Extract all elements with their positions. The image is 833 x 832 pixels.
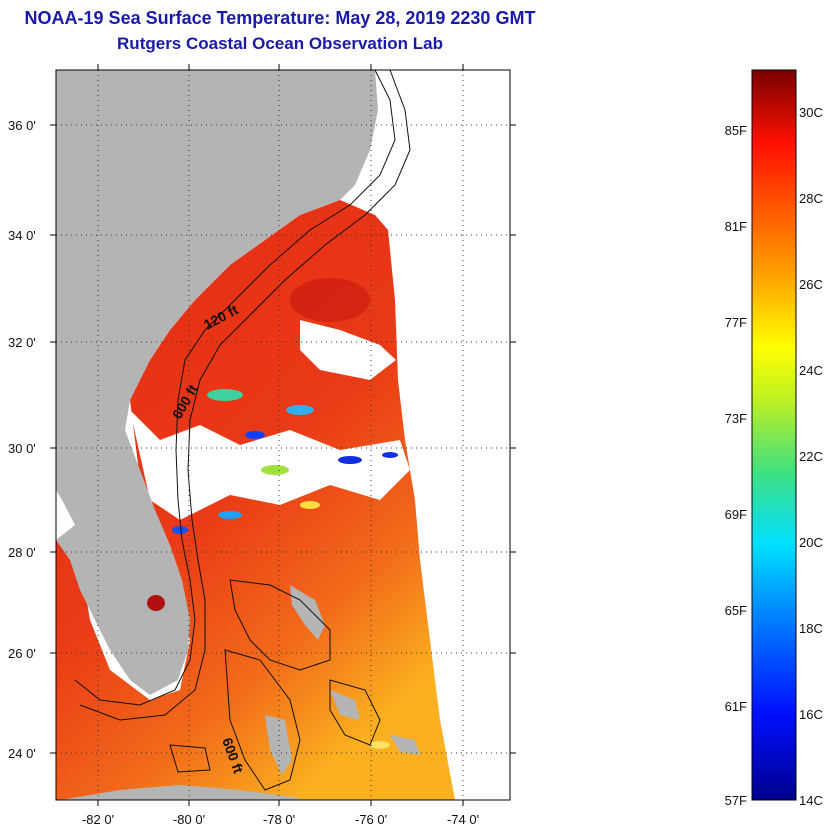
lon-label: -78 0' xyxy=(263,812,295,827)
lat-label: 26 0' xyxy=(8,646,36,661)
bathymetry-contours xyxy=(74,70,411,791)
cb-c-label: 26C xyxy=(799,277,823,292)
cb-c-label: 16C xyxy=(799,707,823,722)
cb-f-label: 73F xyxy=(725,411,747,426)
colorbar-fahrenheit-labels: 85F 81F 77F 73F 69F 65F 61F 57F xyxy=(725,123,747,808)
cb-c-label: 28C xyxy=(799,191,823,206)
land-mass xyxy=(56,70,378,695)
cb-f-label: 77F xyxy=(725,315,747,330)
gulf-nodata xyxy=(56,490,75,540)
lat-label: 32 0' xyxy=(8,335,36,350)
cloud-gap xyxy=(300,320,396,380)
graticule xyxy=(56,70,510,800)
cuba-coast xyxy=(60,785,300,800)
lon-label: -74 0' xyxy=(447,812,479,827)
lon-label: -76 0' xyxy=(355,812,387,827)
colorbar xyxy=(751,69,797,801)
cb-f-label: 85F xyxy=(725,123,747,138)
cb-f-label: 69F xyxy=(725,507,747,522)
cb-c-label: 14C xyxy=(799,793,823,808)
cb-c-label: 22C xyxy=(799,449,823,464)
map-title: NOAA-19 Sea Surface Temperature: May 28,… xyxy=(24,8,536,28)
lake-okeechobee xyxy=(147,595,165,611)
cb-c-label: 30C xyxy=(799,105,823,120)
longitude-labels: -82 0' -80 0' -78 0' -76 0' -74 0' xyxy=(82,812,479,827)
cb-f-label: 81F xyxy=(725,219,747,234)
cold-patches xyxy=(172,389,398,749)
cloud-gap xyxy=(130,410,410,520)
cb-c-label: 18C xyxy=(799,621,823,636)
cb-f-label: 65F xyxy=(725,603,747,618)
axis-ticks xyxy=(50,64,516,806)
lat-label: 24 0' xyxy=(8,746,36,761)
cb-f-label: 61F xyxy=(725,699,747,714)
latitude-labels: 36 0' 34 0' 32 0' 30 0' 28 0' 26 0' 24 0… xyxy=(8,118,36,761)
cb-c-label: 20C xyxy=(799,535,823,550)
lon-label: -80 0' xyxy=(173,812,205,827)
lat-label: 30 0' xyxy=(8,441,36,456)
colorbar-celsius-labels: 30C 28C 26C 24C 22C 20C 18C 16C 14C xyxy=(799,105,823,808)
lat-label: 36 0' xyxy=(8,118,36,133)
warm-core xyxy=(290,278,370,322)
lat-label: 28 0' xyxy=(8,545,36,560)
map-frame xyxy=(55,69,511,801)
lon-label: -82 0' xyxy=(82,812,114,827)
map-subtitle: Rutgers Coastal Ocean Observation Lab xyxy=(117,34,443,53)
lat-label: 34 0' xyxy=(8,228,36,243)
cb-c-label: 24C xyxy=(799,363,823,378)
cb-f-label: 57F xyxy=(725,793,747,808)
